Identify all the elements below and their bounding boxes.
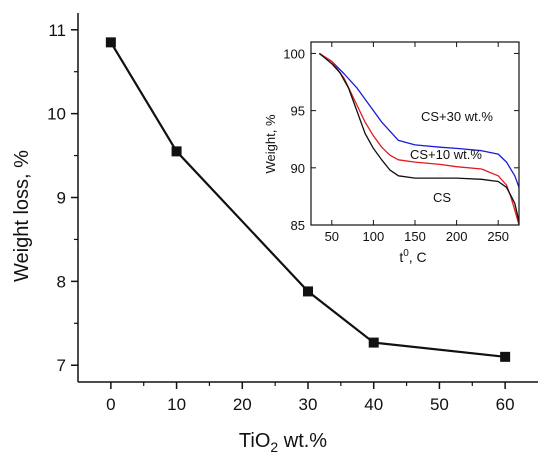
inset-tick-labels: 50 100 150 200 250 85 90 95 100 [283,46,509,244]
main-y-tick-label: 9 [57,189,66,208]
inset-series-cs30 [318,52,520,188]
series-label-cs30: CS+30 wt.% [421,109,493,124]
inset-series-group [318,52,520,226]
inset-x-tick-label: 250 [487,229,509,244]
main-axes [71,13,538,389]
series-label-cs: CS [433,190,451,205]
data-point-marker [368,337,379,348]
inset-x-label-rest: , C [409,249,427,265]
main-x-tick-label: 0 [106,395,115,414]
main-x-tick-label: 10 [167,395,186,414]
main-x-tick-label: 20 [233,395,252,414]
inset-frame [310,41,520,226]
data-point-marker [105,37,116,48]
main-x-label-rest: wt.% [278,430,327,452]
main-series-group [105,37,511,362]
main-x-label-main: TiO [239,430,270,452]
data-point-marker [500,351,511,362]
main-x-tick-label: 50 [430,395,449,414]
inset-y-tick-label: 85 [291,218,305,233]
main-y-tick-label: 8 [57,272,66,291]
inset-y-tick-label: 100 [283,46,305,61]
main-x-tick-label: 30 [299,395,318,414]
inset-series-cs [318,52,520,222]
inset-x-label-main: t [399,249,403,265]
main-y-tick-label: 10 [47,105,66,124]
main-tick-labels: 0 10 20 30 40 50 60 7 8 9 10 11 [47,21,515,414]
main-x-label-subscript: 2 [270,439,278,455]
data-point-marker [303,286,313,297]
main-x-tick-label: 60 [496,395,515,414]
inset-y-axis-label: Weight, % [263,114,278,173]
inset-x-label-superscript: 0 [403,248,409,259]
inset-y-tick-label: 90 [291,161,305,176]
main-x-axis-label: TiO2 wt.% [239,430,327,455]
inset-x-tick-label: 150 [404,229,426,244]
inset-x-axis-label: t0, C [399,248,426,265]
data-point-marker [171,146,182,157]
inset-y-tick-label: 95 [291,104,305,119]
inset-x-tick-label: 50 [325,229,339,244]
main-x-tick-label: 40 [364,395,383,414]
main-y-axis-label: Weight loss, % [11,150,33,282]
inset-series-cs10 [318,52,520,226]
inset-x-tick-label: 200 [446,229,468,244]
series-label-cs10: CS+10 wt.% [410,147,482,162]
inset-x-tick-label: 100 [363,229,385,244]
main-y-tick-label: 11 [48,21,66,40]
main-y-tick-label: 7 [57,356,66,375]
inset-axes [310,41,520,226]
